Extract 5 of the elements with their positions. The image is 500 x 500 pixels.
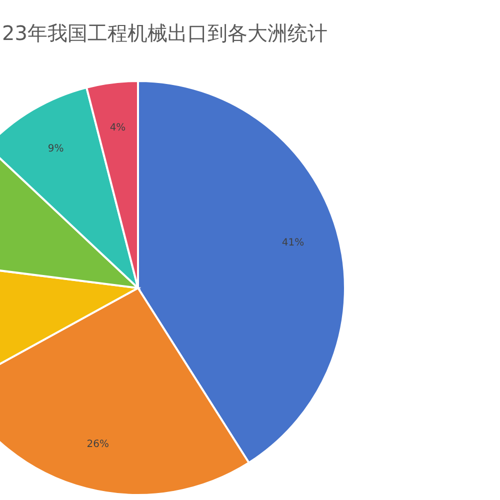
data-label: 9% [48, 144, 64, 155]
data-label: 26% [86, 438, 109, 450]
data-label: 41% [282, 237, 304, 248]
data-label: 4% [110, 122, 126, 134]
chart-title: 23年我国工程机械出口到各大洲统计 [2, 21, 328, 45]
